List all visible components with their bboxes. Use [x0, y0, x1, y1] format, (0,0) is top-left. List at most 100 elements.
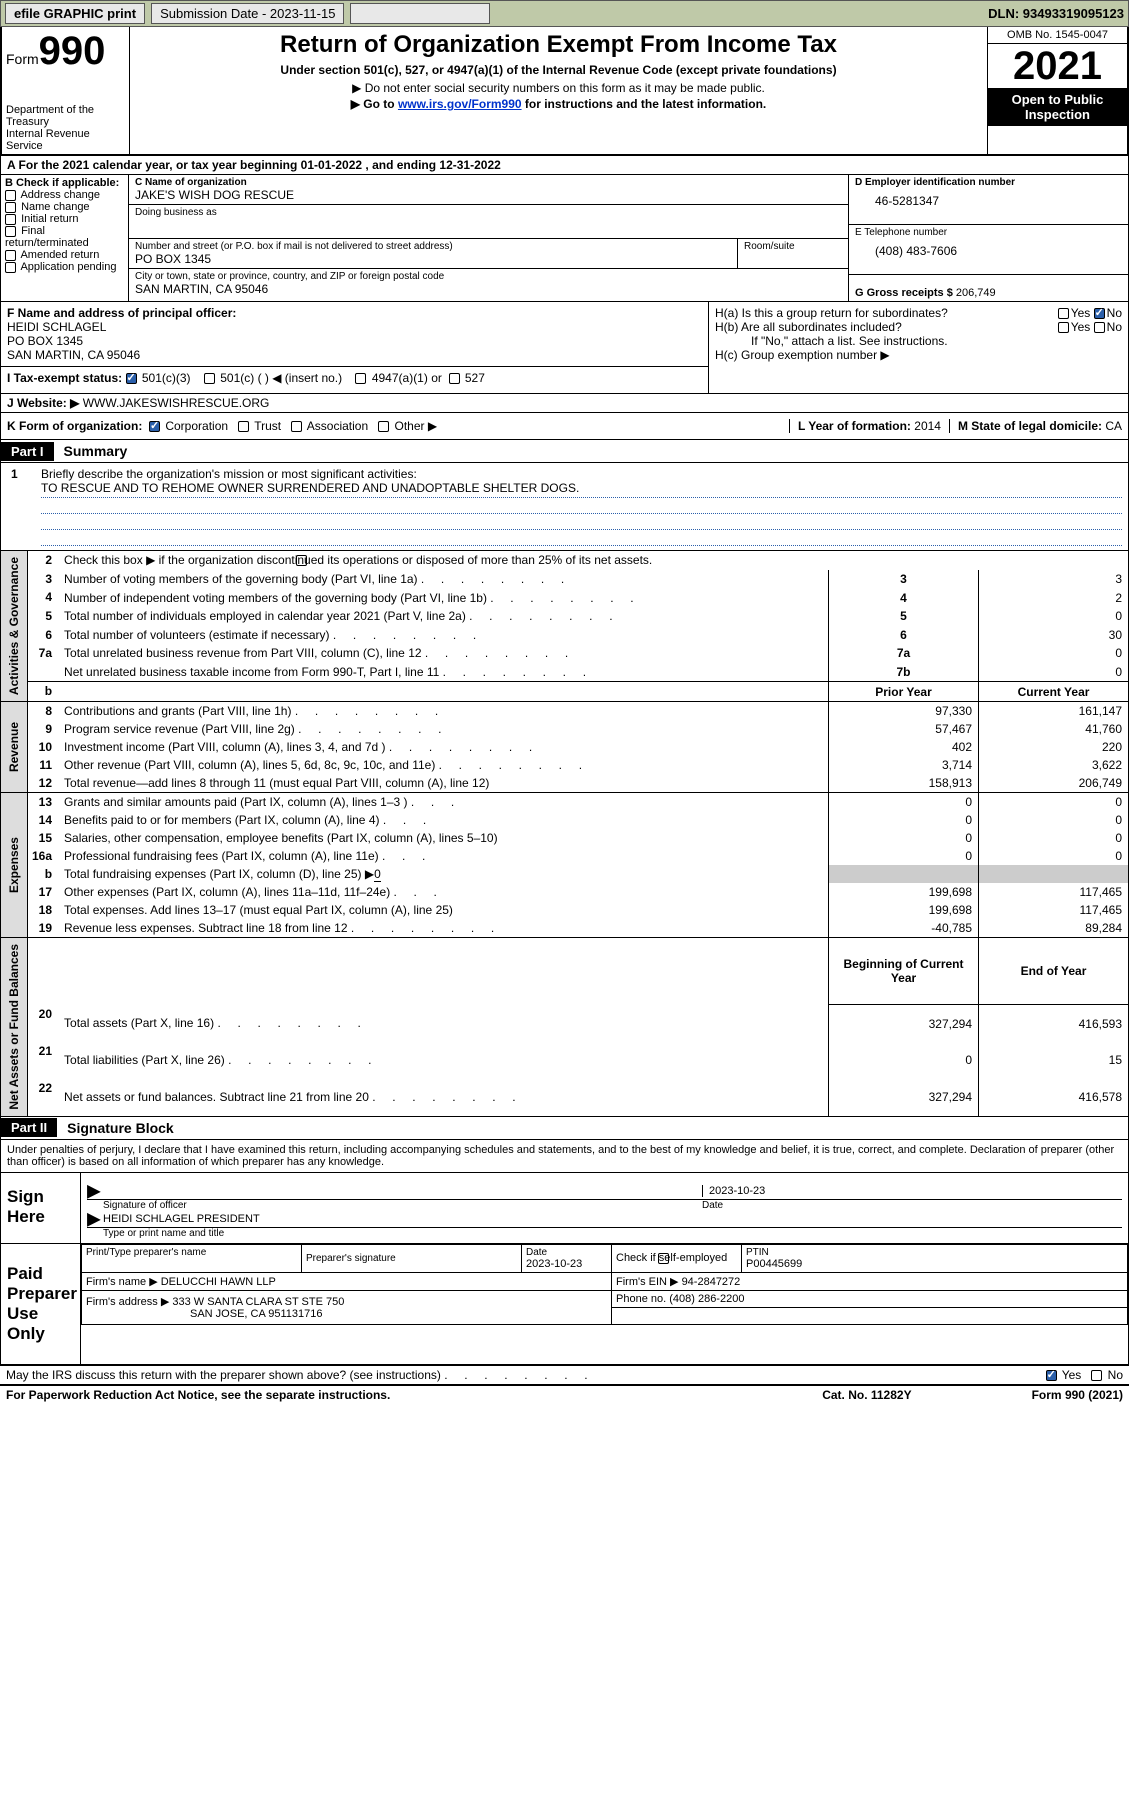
- top-bar: efile GRAPHIC print Submission Date - 20…: [0, 0, 1129, 27]
- line-num: 2: [28, 551, 61, 570]
- paid-preparer-label: Paid Preparer Use Only: [1, 1244, 81, 1364]
- cat-no: Cat. No. 11282Y: [822, 1388, 911, 1402]
- line-num: 7a: [28, 644, 61, 663]
- form-subtitle: Under section 501(c), 527, or 4947(a)(1)…: [138, 63, 979, 77]
- opt-527: 527: [465, 371, 485, 385]
- mission-text: TO RESCUE AND TO REHOME OWNER SURRENDERE…: [41, 481, 1122, 498]
- row-a-text-a: A For the 2021 calendar year, or tax yea…: [7, 158, 301, 172]
- firm-name-cell: Firm's name ▶ DELUCCHI HAWN LLP: [82, 1272, 612, 1290]
- line-num: 6: [28, 626, 61, 645]
- checkbox-icon[interactable]: [1058, 308, 1069, 319]
- check-initial[interactable]: Initial return: [5, 213, 124, 225]
- street-field: Number and street (or P.O. box if mail i…: [129, 239, 738, 269]
- footer: For Paperwork Reduction Act Notice, see …: [0, 1384, 1129, 1404]
- omb-number: OMB No. 1545-0047: [988, 27, 1127, 44]
- row-current: 416,578: [979, 1079, 1129, 1117]
- efile-print-button[interactable]: efile GRAPHIC print: [5, 3, 145, 24]
- form-ref: Form 990 (2021): [1032, 1388, 1123, 1402]
- checkbox-icon[interactable]: [5, 214, 16, 225]
- sig-declaration: Under penalties of perjury, I declare th…: [1, 1140, 1128, 1172]
- line-num: 8: [28, 702, 61, 721]
- tax-year-end: 12-31-2022: [439, 158, 500, 172]
- checkbox-icon[interactable]: [1058, 322, 1069, 333]
- row-prior: 327,294: [829, 1005, 979, 1043]
- c-label: C Name of organization: [135, 177, 842, 188]
- checkbox-icon[interactable]: [238, 421, 249, 432]
- checkbox-icon[interactable]: [5, 202, 16, 213]
- org-name: JAKE'S WISH DOG RESCUE: [135, 188, 842, 202]
- gross-value: 206,749: [956, 287, 996, 299]
- note-goto-b: for instructions and the latest informat…: [522, 97, 767, 111]
- sign-here-label: Sign Here: [1, 1173, 81, 1243]
- row-label: Total assets (Part X, line 16): [60, 1005, 828, 1043]
- section-fh: F Name and address of principal officer:…: [0, 302, 1129, 394]
- row-prior: 199,698: [829, 883, 979, 901]
- checkbox-icon[interactable]: [5, 250, 16, 261]
- row-prior: 158,913: [829, 774, 979, 793]
- section-bcdeg: B Check if applicable: Address change Na…: [0, 175, 1129, 302]
- hc-label: H(c) Group exemption number ▶: [715, 348, 1122, 362]
- checkbox-icon[interactable]: [658, 1253, 669, 1264]
- row-prior: 0: [829, 829, 979, 847]
- row-current: 0: [979, 847, 1129, 865]
- box-num: 5: [829, 607, 979, 626]
- ein-field: D Employer identification number 46-5281…: [849, 175, 1128, 225]
- submission-date: Submission Date - 2023-11-15: [151, 3, 344, 24]
- city-field: City or town, state or province, country…: [129, 269, 848, 298]
- prep-selfemp-cell: Check if self-employed: [612, 1244, 742, 1272]
- dotted-line: [41, 500, 1122, 514]
- checkbox-icon[interactable]: [5, 262, 16, 273]
- row-label: Grants and similar amounts paid (Part IX…: [60, 793, 828, 812]
- checkbox-icon[interactable]: [291, 421, 302, 432]
- row-label: Investment income (Part VIII, column (A)…: [60, 738, 828, 756]
- line1-label: Briefly describe the organization's miss…: [41, 467, 417, 481]
- checkbox-icon[interactable]: [449, 373, 460, 384]
- line-num: 22: [28, 1079, 61, 1117]
- part2-title: Signature Block: [57, 1117, 184, 1139]
- sig-officer-line: [103, 1185, 702, 1197]
- sig-date-value: 2023-10-23: [702, 1185, 1122, 1197]
- checkbox-icon[interactable]: [1094, 322, 1105, 333]
- checkbox-icon[interactable]: [5, 226, 16, 237]
- line-num: 15: [28, 829, 61, 847]
- note-goto: ▶ Go to www.irs.gov/Form990 for instruct…: [138, 97, 979, 111]
- row-prior: 57,467: [829, 720, 979, 738]
- row-prior: 97,330: [829, 702, 979, 721]
- blank-button[interactable]: [350, 3, 490, 24]
- row-value: 2: [979, 588, 1129, 607]
- check-pending[interactable]: Application pending: [5, 261, 124, 273]
- checkbox-corp-icon[interactable]: [149, 421, 160, 432]
- side-expenses: Expenses: [1, 793, 28, 938]
- i-label: I Tax-exempt status:: [7, 371, 122, 385]
- part1-header: Part I: [1, 442, 54, 461]
- checkbox-501c3-icon[interactable]: [126, 373, 137, 384]
- check-address[interactable]: Address change: [5, 189, 124, 201]
- checkbox-checked-icon[interactable]: [1094, 308, 1105, 319]
- row-current: 117,465: [979, 901, 1129, 919]
- dept-label: Department of the Treasury: [6, 104, 125, 128]
- row-current: 0: [979, 793, 1129, 812]
- may-irs-row: May the IRS discuss this return with the…: [0, 1365, 1129, 1384]
- row-prior: 199,698: [829, 901, 979, 919]
- checkbox-icon[interactable]: [1091, 1370, 1102, 1381]
- sig-officer-label: Signature of officer: [103, 1200, 702, 1211]
- checkbox-icon[interactable]: [378, 421, 389, 432]
- room-field: Room/suite: [738, 239, 848, 269]
- sign-here-row: Sign Here ▶ 2023-10-23 Signature of offi…: [1, 1172, 1128, 1243]
- street-row: Number and street (or P.O. box if mail i…: [129, 239, 848, 269]
- row-value: 0: [979, 663, 1129, 682]
- checkbox-icon[interactable]: [5, 190, 16, 201]
- row-a-text-b: , and ending: [365, 158, 439, 172]
- line-num: 21: [28, 1042, 61, 1079]
- m-label: M State of legal domicile:: [958, 419, 1105, 433]
- irs-link[interactable]: www.irs.gov/Form990: [398, 97, 522, 111]
- side-revenue: Revenue: [1, 702, 28, 793]
- checkbox-icon[interactable]: [296, 555, 307, 566]
- check-final[interactable]: Final return/terminated: [5, 225, 124, 249]
- checkbox-icon[interactable]: [355, 373, 366, 384]
- signature-block: Under penalties of perjury, I declare th…: [0, 1140, 1129, 1365]
- check-name[interactable]: Name change: [5, 201, 124, 213]
- checkbox-icon[interactable]: [204, 373, 215, 384]
- checkbox-checked-icon[interactable]: [1046, 1370, 1057, 1381]
- check-amended[interactable]: Amended return: [5, 249, 124, 261]
